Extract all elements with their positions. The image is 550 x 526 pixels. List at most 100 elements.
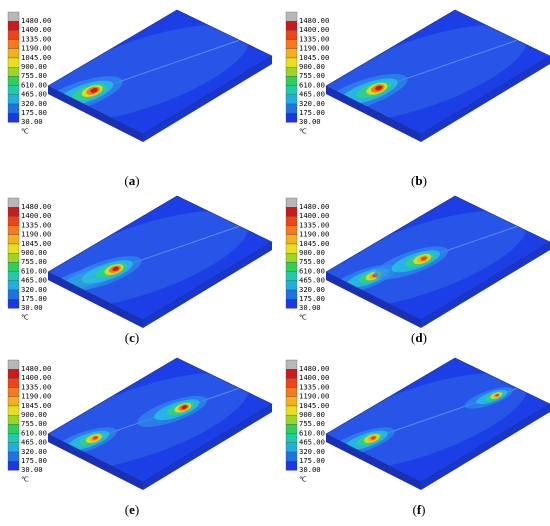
plate-side-left [48, 434, 143, 490]
simulation-a: 1480.001400.001335.001190.001045.00900.0… [7, 9, 273, 142]
legend-value: 30.00 [21, 303, 43, 312]
legend-swatch [285, 369, 298, 379]
legend-swatch [7, 299, 20, 309]
plate-side-left [48, 86, 143, 142]
isotherm [181, 405, 188, 410]
legend-unit: ℃ [299, 126, 307, 135]
legend-value: 175.00 [299, 294, 325, 303]
legend-value: 175.00 [299, 108, 325, 117]
temperature-legend: 1480.001400.001335.001190.001045.00900.0… [285, 11, 329, 135]
legend-value: 755.00 [21, 257, 47, 266]
plate-outline [47, 357, 273, 483]
plate-outline [325, 9, 550, 135]
legend-swatch [285, 387, 298, 397]
legend-swatch [285, 378, 298, 388]
isotherm [375, 85, 383, 91]
caption-c: (c) [124, 330, 140, 345]
legend-value: 465.00 [299, 438, 325, 447]
legend-value: 1480.00 [21, 16, 51, 25]
legend-value: 465.00 [21, 438, 47, 447]
plate-side-front [421, 56, 550, 142]
legend-swatch [285, 396, 298, 407]
plate-side-front [143, 242, 272, 328]
legend-value: 1335.00 [21, 382, 51, 391]
legend-swatch [7, 225, 20, 235]
isotherm [112, 266, 119, 272]
legend-swatch [7, 197, 20, 208]
legend-swatch [7, 48, 20, 59]
isotherm [370, 436, 377, 440]
legend-swatch [7, 451, 20, 462]
plate-side-left [326, 272, 421, 328]
simulation-f: 1480.001400.001335.001190.001045.00900.0… [285, 357, 550, 490]
legend-swatch [285, 234, 298, 245]
legend-swatch [285, 271, 298, 281]
legend-value: 1190.00 [299, 44, 329, 53]
heat-source [464, 387, 513, 409]
legend-value: 465.00 [21, 90, 47, 99]
temperature-legend: 1480.001400.001335.001190.001045.00900.0… [285, 359, 329, 483]
legend-value: 900.00 [299, 248, 325, 257]
legend-value: 320.00 [21, 447, 47, 456]
temperature-legend: 1480.001400.001335.001190.001045.00900.0… [7, 359, 51, 483]
plate-side-front [421, 242, 550, 328]
legend-value: 610.00 [299, 428, 325, 437]
legend-value: 1400.00 [21, 211, 51, 220]
legend-unit: ℃ [21, 474, 29, 483]
legend-value: 755.00 [21, 419, 47, 428]
legend-unit: ℃ [21, 312, 29, 321]
temperature-legend: 1480.001400.001335.001190.001045.00900.0… [7, 11, 51, 135]
legend-value: 900.00 [21, 248, 47, 257]
legend-swatch [7, 369, 20, 379]
legend-swatch [7, 11, 20, 22]
legend-value: 1335.00 [299, 382, 329, 391]
legend-unit: ℃ [299, 312, 307, 321]
legend-swatch [285, 243, 298, 254]
legend-value: 320.00 [299, 99, 325, 108]
legend-value: 1480.00 [21, 202, 51, 211]
legend-swatch [7, 67, 20, 77]
legend-swatch [285, 253, 298, 263]
legend-value: 1045.00 [299, 239, 329, 248]
temperature-field [326, 24, 528, 123]
legend-value: 465.00 [299, 90, 325, 99]
legend-swatch [7, 76, 20, 86]
legend-value: 610.00 [21, 80, 47, 89]
legend-swatch [285, 113, 298, 123]
temperature-legend: 1480.001400.001335.001190.001045.00900.0… [285, 197, 329, 321]
isotherm [92, 436, 99, 440]
legend-swatch [7, 387, 20, 397]
legend-value: 1400.00 [299, 373, 329, 382]
legend-swatch [285, 262, 298, 272]
legend-value: 1480.00 [299, 202, 329, 211]
legend-swatch [285, 207, 298, 217]
panel-b: 1480.00 1400.00 1335.00 1190.00 1045.00 900.0… [280, 4, 550, 178]
legend-value: 320.00 [299, 447, 325, 456]
panel-e: 1480.00 1400.00 1335.00 1190.00 1045.00 900.0… [2, 352, 277, 526]
legend-value: 1480.00 [299, 364, 329, 373]
legend-value: 755.00 [299, 419, 325, 428]
simulation-c: 1480.001400.001335.001190.001045.00900.0… [7, 195, 273, 328]
isotherm [420, 256, 427, 261]
legend-swatch [285, 289, 298, 300]
legend-value: 900.00 [299, 62, 325, 71]
legend-swatch [285, 85, 298, 95]
legend-value: 320.00 [21, 285, 47, 294]
legend-swatch [7, 113, 20, 123]
legend-value: 1400.00 [299, 211, 329, 220]
panel-a: 1480.00 1400.00 1335.00 1190.00 1045.00 900.0… [2, 4, 277, 178]
legend-value: 175.00 [21, 456, 47, 465]
isotherm [90, 87, 98, 93]
legend-swatch [7, 405, 20, 416]
panel-d: 1480.00 1400.00 1335.00 1190.00 1045.00 900.0… [280, 190, 550, 364]
legend-value: 610.00 [21, 266, 47, 275]
legend-value: 1335.00 [299, 220, 329, 229]
legend-swatch [7, 253, 20, 263]
legend-value: 1190.00 [21, 44, 51, 53]
panel-c: 1480.00 1400.00 1335.00 1190.00 1045.00 900.0… [2, 190, 277, 364]
legend-swatch [285, 21, 298, 31]
legend-swatch [7, 424, 20, 434]
legend-swatch [7, 85, 20, 95]
caption-d: (d) [411, 330, 427, 345]
legend-value: 1045.00 [21, 401, 51, 410]
